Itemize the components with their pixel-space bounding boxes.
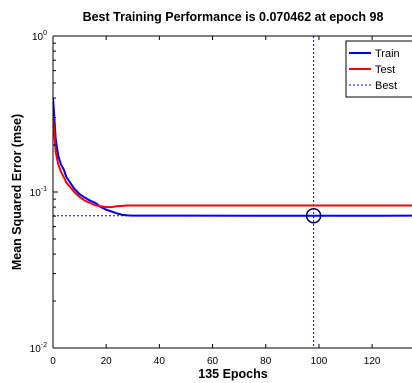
x-tick-label: 100: [311, 356, 328, 367]
x-axis-label: 135 Epochs: [198, 367, 268, 381]
y-axis-label: Mean Squared Error (mse): [10, 114, 24, 270]
legend-label-best: Best: [375, 80, 397, 92]
tick-layer: 0 20 40 60 80 100 120 100 10-1 10-2: [30, 30, 381, 367]
x-tick-label: 120: [364, 356, 381, 367]
chart-title: Best Training Performance is 0.070462 at…: [83, 10, 384, 24]
x-tick-label: 80: [260, 356, 272, 367]
x-tick-label: 60: [207, 356, 219, 367]
x-tick-label: 40: [154, 356, 166, 367]
y-tick-label: 100: [32, 30, 47, 43]
legend-label-train: Train: [375, 48, 400, 60]
legend-label-test: Test: [375, 64, 395, 76]
legend: Train Test Best: [345, 40, 412, 98]
x-tick-label: 0: [50, 356, 56, 367]
y-tick-label: 10-2: [30, 342, 47, 355]
series-line-test: [53, 117, 412, 209]
series-layer: [53, 36, 412, 348]
y-tick-label: 10-1: [30, 186, 47, 199]
x-tick-label: 20: [101, 356, 113, 367]
best-point-marker: [305, 207, 322, 224]
